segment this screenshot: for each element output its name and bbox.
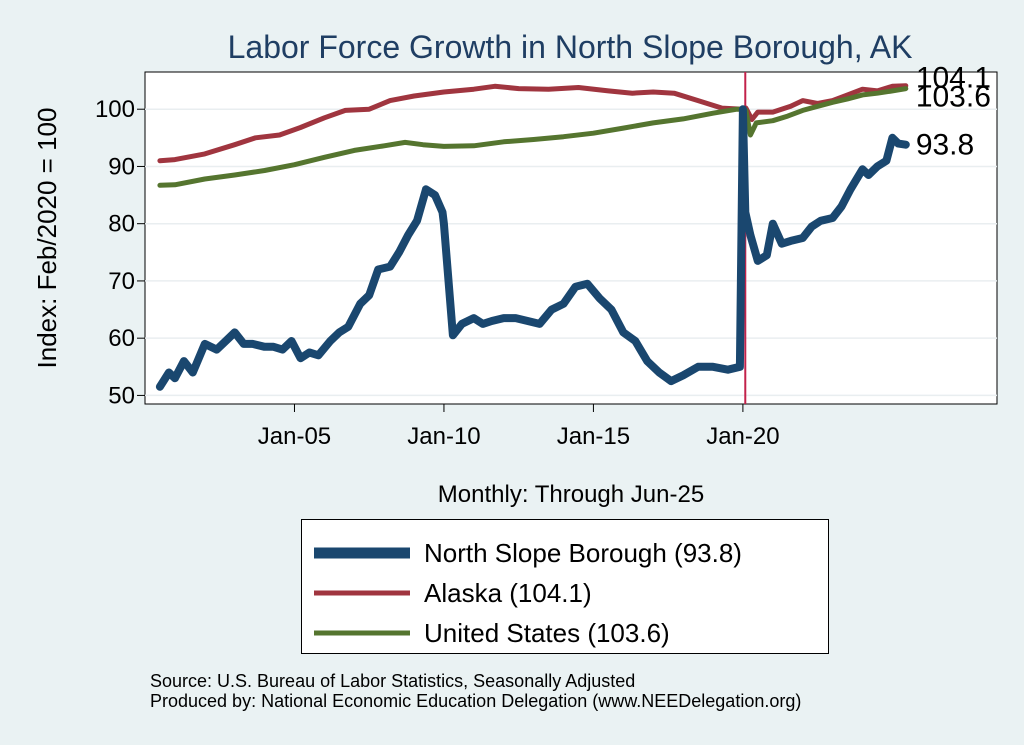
end-label-north-slope: 93.8 <box>916 129 974 162</box>
y-axis-ticks: 50 60 70 80 90 100 <box>95 96 145 409</box>
x-tick-label-Jan-10: Jan-10 <box>407 423 480 450</box>
legend-item-united-states: United States (103.6) <box>314 616 670 650</box>
series-line-united-states <box>157 86 909 188</box>
legend-label-north-slope: North Slope Borough (93.8) <box>424 537 742 568</box>
x-tick-label-Jan-05: Jan-05 <box>258 423 331 450</box>
legend-label-alaska: Alaska (104.1) <box>424 577 592 608</box>
y-tick-label-90: 90 <box>108 153 135 180</box>
legend-swatch-alaska <box>314 590 410 596</box>
x-tick-label-Jan-20: Jan-20 <box>706 423 779 450</box>
gridlines <box>145 108 997 397</box>
y-tick-label-80: 80 <box>108 211 135 238</box>
legend: North Slope Borough (93.8) Alaska (104.1… <box>301 519 829 654</box>
end-label-alaska: 104.1 <box>916 62 991 95</box>
series-line-north-slope <box>155 105 910 391</box>
y-tick-label-50: 50 <box>108 382 135 409</box>
legend-label-united-states: United States (103.6) <box>424 617 670 648</box>
x-axis-label: Monthly: Through Jun-25 <box>438 481 704 508</box>
legend-item-north-slope: North Slope Borough (93.8) <box>314 536 742 570</box>
series-line-alaska <box>157 83 909 164</box>
chart-title: Labor Force Growth in North Slope Boroug… <box>228 29 913 65</box>
y-tick-label-60: 60 <box>108 325 135 352</box>
y-tick-label-100: 100 <box>95 96 135 123</box>
x-axis-ticks: Jan-05 Jan-10 Jan-15 Jan-20 <box>258 404 780 450</box>
produced-by-line: Produced by: National Economic Education… <box>150 691 802 711</box>
source-line: Source: U.S. Bureau of Labor Statistics,… <box>150 671 636 691</box>
series-lines <box>155 72 910 404</box>
source-note: Source: U.S. Bureau of Labor Statistics,… <box>150 671 801 711</box>
legend-item-alaska: Alaska (104.1) <box>314 576 592 610</box>
x-tick-label-Jan-15: Jan-15 <box>557 423 630 450</box>
y-tick-label-70: 70 <box>108 268 135 295</box>
legend-swatch-north-slope <box>314 547 410 559</box>
legend-swatch-united-states <box>314 630 410 636</box>
plot-area <box>144 71 998 405</box>
y-axis-label: Index: Feb/2020 = 100 <box>32 108 62 369</box>
end-label-united-states: 103.6 <box>916 81 991 114</box>
